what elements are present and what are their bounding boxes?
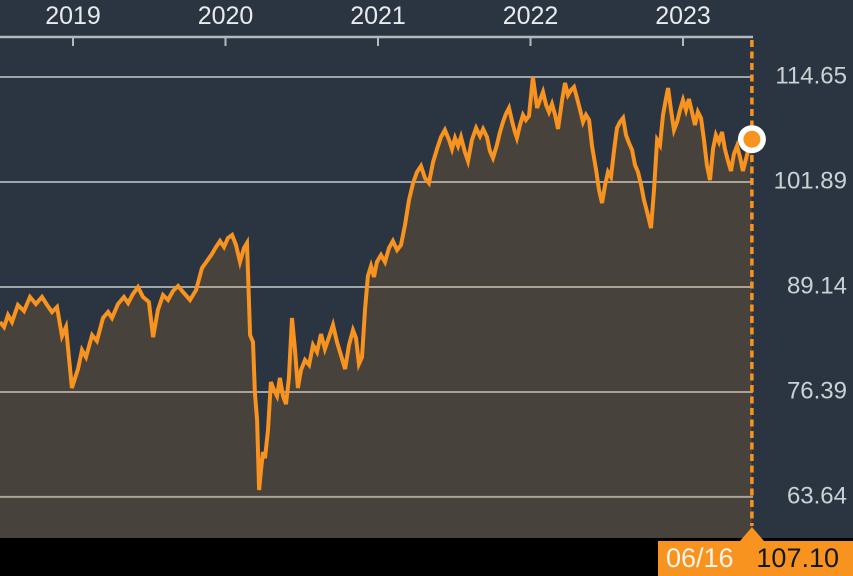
y-tick-label-3: 89.14: [786, 272, 847, 300]
tooltip-last-value: 107.10: [756, 543, 839, 573]
y-tick-label-5: 63.64: [786, 482, 847, 510]
last-price-marker-dot: [743, 130, 761, 148]
y-tick-label-4: 76.39: [786, 377, 847, 405]
tooltip-pointer-icon: [740, 527, 764, 541]
x-tick-label-2020: 2020: [197, 2, 254, 30]
gridlines: [0, 76, 753, 498]
tooltip-date-label: 06/16: [666, 543, 734, 573]
x-tick-label-2019: 2019: [45, 2, 101, 30]
price-line: [0, 76, 754, 491]
last-price-tooltip: 06/16 107.10: [658, 541, 853, 576]
x-tick-label-2022: 2022: [502, 2, 559, 30]
y-tick-label-2: 101.89: [773, 167, 847, 195]
x-tick-label-2023: 2023: [655, 2, 711, 30]
year-tick-marks: [72, 38, 684, 46]
x-tick-label-2021: 2021: [350, 2, 406, 30]
y-tick-label-1: 114.65: [775, 62, 847, 90]
price-area-fill: [0, 77, 752, 538]
